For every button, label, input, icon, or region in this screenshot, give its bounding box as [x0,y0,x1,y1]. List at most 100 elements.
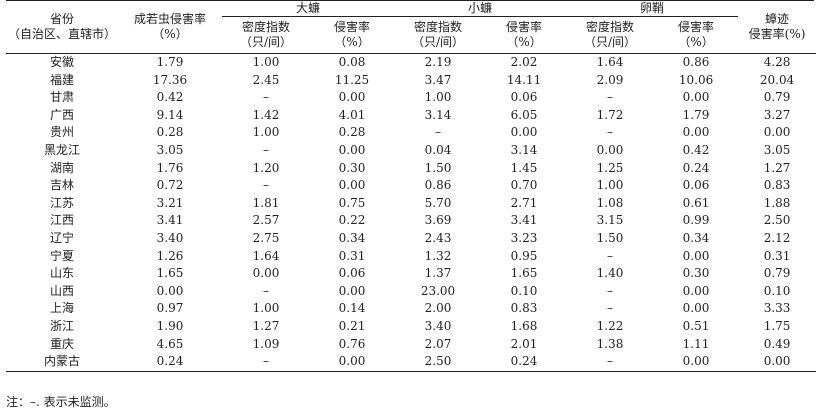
province-cell: 上海 [49,301,74,316]
value-cell: – [222,353,310,372]
value-cell: 1.32 [424,248,452,263]
province-cell: 山西 [49,283,74,298]
table-row: 湖南 1.76 1.20 0.30 1.50 1.45 1.25 0.24 1.27 [6,160,816,178]
value-cell: 4.65 [156,336,184,351]
value-cell: 0.10 [763,283,791,298]
value-cell: 1.40 [596,266,624,281]
table-body: 安徽 1.79 1.00 0.08 2.19 2.02 1.64 0.86 4.28 福建 17.3… [6,54,817,372]
value-cell: 0.08 [338,55,366,69]
value-cell: 0.30 [682,266,710,281]
value-cell: 2.01 [510,336,538,351]
header-group-small: 小蠊 [394,0,567,17]
value-cell: 0.10 [510,283,538,298]
table-footnote: 注：–. 表示未监测。 [6,395,116,409]
value-cell: 0.76 [338,336,366,351]
value-cell: 0.86 [682,55,710,69]
value-cell: 3.15 [596,213,624,228]
table-header: 省份 （自治区、直辖市） 成若虫侵害率 （%） 大蠊 小蠊 卵鞘 蟑迹 侵害率(… [6,0,817,54]
value-cell: 0.00 [682,301,710,316]
value-cell: – [435,125,442,140]
table-row: 山东 1.65 0.00 0.06 1.37 1.65 1.40 0.30 0.79 [6,265,816,283]
value-cell: 1.88 [763,195,791,210]
value-cell: 2.50 [763,213,791,228]
value-cell: 0.00 [682,283,710,298]
value-cell: 0.86 [424,178,452,193]
province-cell: 辽宁 [49,230,74,245]
value-cell: 0.34 [682,230,710,245]
province-cell: 黑龙江 [43,142,80,157]
table-row: 辽宁 3.40 2.75 0.34 2.43 3.23 1.50 0.34 2.12 [6,230,816,248]
value-cell: 1.25 [596,160,624,175]
header-small-rate: 侵害率 （%） [482,16,567,54]
value-cell: 10.06 [678,72,714,87]
value-cell: – [607,283,614,298]
value-cell: 1.26 [156,248,184,263]
value-cell: 3.14 [510,142,538,157]
value-cell: 1.65 [156,266,184,281]
value-cell: 3.14 [424,107,452,122]
value-cell: 1.72 [596,107,624,122]
value-cell: 0.83 [763,178,791,193]
province-cell: 福建 [49,72,74,87]
value-cell: 1.81 [252,195,280,210]
value-cell: 17.36 [152,72,188,87]
value-cell: 0.06 [338,266,366,281]
value-cell: 2.45 [252,72,280,87]
header-small-density: 密度指数 （只/间） [394,16,483,54]
province-cell: 吉林 [49,178,74,193]
province-cell: 甘肃 [49,90,74,105]
value-cell: 0.79 [763,90,791,105]
value-cell: 0.51 [682,318,710,333]
value-cell: 1.08 [596,195,624,210]
value-cell: 2.00 [424,301,452,316]
value-cell: 1.65 [510,266,538,281]
value-cell: 0.42 [682,142,710,157]
value-cell: 5.70 [424,195,452,210]
table-row: 福建 17.36 2.45 11.25 3.47 14.11 2.09 10.06 20.04 [6,72,816,90]
value-cell: 0.72 [156,178,184,193]
value-cell: 0.28 [156,125,184,140]
value-cell: 3.27 [763,107,791,122]
value-cell: 1.00 [252,55,280,69]
value-cell: 9.14 [156,107,184,122]
value-cell: 0.06 [510,90,538,105]
value-cell: 0.04 [424,142,452,157]
value-cell: 0.30 [338,160,366,175]
value-cell: – [263,142,269,157]
value-cell: 23.00 [420,283,456,298]
value-cell: 0.28 [338,125,366,140]
province-cell: 江西 [49,213,74,228]
value-cell: 4.28 [763,55,791,69]
value-cell: 0.00 [156,283,184,298]
value-cell: 0.99 [682,213,710,228]
value-cell: 0.00 [596,142,624,157]
table-row: 浙江 1.90 1.27 0.21 3.40 1.68 1.22 0.51 1.75 [6,318,816,336]
value-cell: 3.41 [156,213,184,228]
value-cell: 2.75 [252,230,280,245]
value-cell: 1.79 [156,55,184,69]
header-province: 省份 （自治区、直辖市） [6,0,118,54]
value-cell: 2.50 [394,353,483,372]
header-trace-rate: 蟑迹 侵害率(%) [738,0,817,54]
value-cell: 0.00 [682,248,710,263]
value-cell: 0.00 [338,178,366,193]
cockroach-infestation-table: 省份 （自治区、直辖市） 成若虫侵害率 （%） 大蠊 小蠊 卵鞘 蟑迹 侵害率(… [6,0,817,372]
table-container: 省份 （自治区、直辖市） 成若虫侵害率 （%） 大蠊 小蠊 卵鞘 蟑迹 侵害率(… [6,0,817,372]
value-cell: 2.19 [424,55,452,69]
value-cell: 3.33 [763,301,791,316]
value-cell: 1.27 [763,160,791,175]
province-cell: 浙江 [49,318,74,333]
value-cell: – [566,353,655,372]
value-cell: 1.22 [596,318,624,333]
province-cell: 山东 [49,266,74,281]
province-cell: 安徽 [49,55,74,69]
value-cell: – [607,301,614,316]
value-cell: 1.09 [252,336,280,351]
value-cell: 1.50 [596,230,624,245]
value-cell: 0.00 [510,125,538,140]
header-large-density: 密度指数 （只/间） [222,16,310,54]
value-cell: 1.79 [682,107,710,122]
value-cell: 1.27 [252,318,280,333]
value-cell: 0.75 [338,195,366,210]
value-cell: 0.34 [338,230,366,245]
